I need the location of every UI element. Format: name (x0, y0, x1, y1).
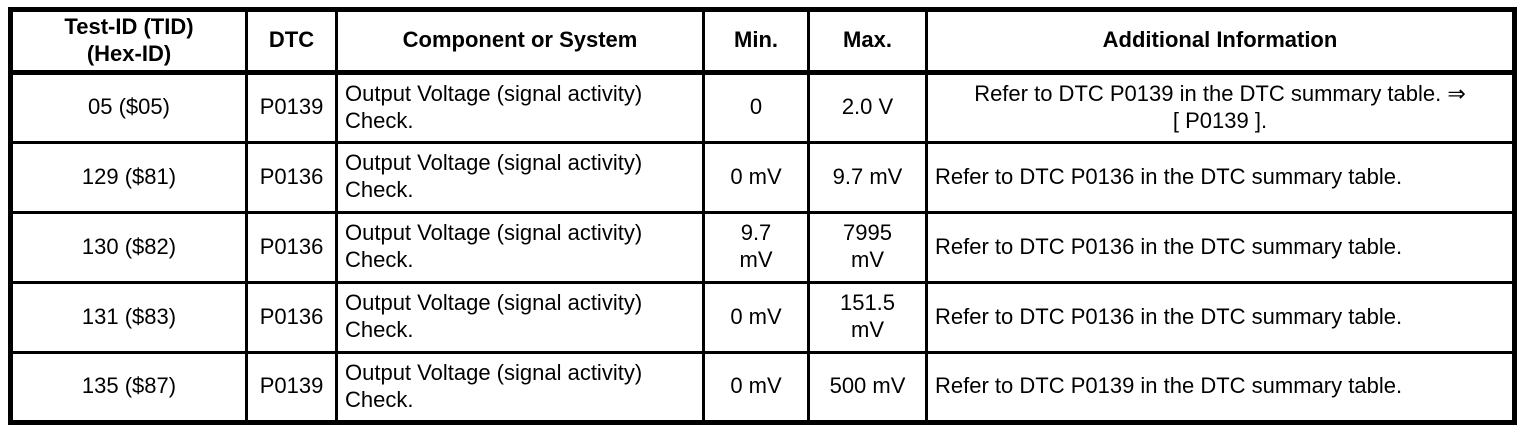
cell-component: Output Voltage (signal activity) Check. (335, 210, 705, 284)
header-additional-info: Additional Information (925, 8, 1516, 75)
cell-max: 2.0 V (807, 70, 928, 144)
table-row: 129 ($81) P0136 Output Voltage (signal a… (9, 140, 1516, 214)
cell-max: 151.5 mV (807, 280, 928, 354)
cell-dtc: P0139 (245, 70, 338, 144)
header-test-id: Test-ID (TID) (Hex-ID) (9, 8, 248, 75)
header-component: Component or System (335, 8, 705, 75)
cell-test-id: 135 ($87) (9, 350, 248, 424)
cell-component: Output Voltage (signal activity) Check. (335, 140, 705, 214)
cell-max: 9.7 mV (807, 140, 928, 214)
header-row: Test-ID (TID) (Hex-ID) DTC Component or … (9, 8, 1516, 75)
dtc-test-table: Test-ID (TID) (Hex-ID) DTC Component or … (8, 7, 1517, 425)
cell-component: Output Voltage (signal activity) Check. (335, 350, 705, 424)
cell-min: 0 mV (702, 280, 810, 354)
cell-test-id: 131 ($83) (9, 280, 248, 354)
cell-component: Output Voltage (signal activity) Check. (335, 280, 705, 354)
cell-dtc: P0136 (245, 210, 338, 284)
table-body: 05 ($05) P0139 Output Voltage (signal ac… (9, 70, 1516, 424)
table-row: 05 ($05) P0139 Output Voltage (signal ac… (9, 70, 1516, 144)
cell-min: 0 (702, 70, 810, 144)
cell-dtc: P0139 (245, 350, 338, 424)
table-row: 131 ($83) P0136 Output Voltage (signal a… (9, 280, 1516, 354)
cell-min: 0 mV (702, 350, 810, 424)
cell-min: 9.7 mV (702, 210, 810, 284)
cell-component: Output Voltage (signal activity) Check. (335, 70, 705, 144)
cell-dtc: P0136 (245, 280, 338, 354)
cell-min: 0 mV (702, 140, 810, 214)
header-max: Max. (807, 8, 928, 75)
cell-dtc: P0136 (245, 140, 338, 214)
header-dtc: DTC (245, 8, 338, 75)
cell-additional-info: Refer to DTC P0136 in the DTC summary ta… (925, 280, 1516, 354)
table-row: 130 ($82) P0136 Output Voltage (signal a… (9, 210, 1516, 284)
table-row: 135 ($87) P0139 Output Voltage (signal a… (9, 350, 1516, 424)
cell-test-id: 130 ($82) (9, 210, 248, 284)
cell-max: 7995 mV (807, 210, 928, 284)
cell-additional-info: Refer to DTC P0136 in the DTC summary ta… (925, 140, 1516, 214)
page: Test-ID (TID) (Hex-ID) DTC Component or … (8, 7, 1517, 425)
cell-max: 500 mV (807, 350, 928, 424)
cell-additional-info: Refer to DTC P0139 in the DTC summary ta… (925, 350, 1516, 424)
cell-test-id: 129 ($81) (9, 140, 248, 214)
cell-additional-info: Refer to DTC P0136 in the DTC summary ta… (925, 210, 1516, 284)
table-header: Test-ID (TID) (Hex-ID) DTC Component or … (9, 8, 1516, 75)
header-min: Min. (702, 8, 810, 75)
cell-test-id: 05 ($05) (9, 70, 248, 144)
cell-additional-info: Refer to DTC P0139 in the DTC summary ta… (925, 70, 1516, 144)
